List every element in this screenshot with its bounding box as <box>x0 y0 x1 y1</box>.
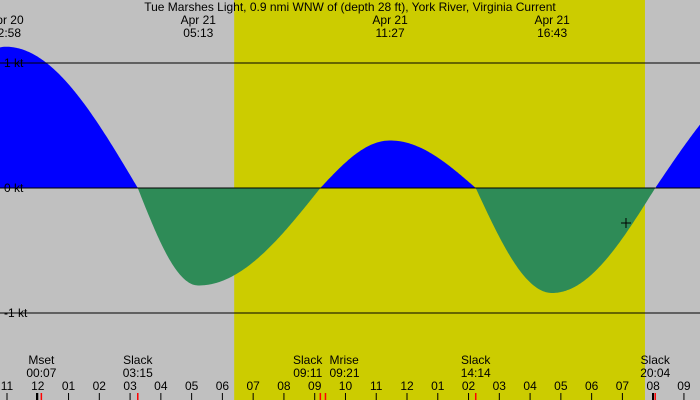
extreme-date: Apr 20 <box>0 13 24 27</box>
hour-label: 07 <box>246 379 260 393</box>
event-label: Mrise <box>329 353 359 367</box>
day-marker <box>652 393 654 400</box>
hour-label: 08 <box>646 379 660 393</box>
y-tick-label: 0 kt <box>4 181 24 195</box>
event-label: Slack <box>123 353 153 367</box>
crosshair-cursor <box>620 218 631 228</box>
ebb-area <box>476 188 656 293</box>
flood-area <box>321 140 476 188</box>
hour-label: 06 <box>585 379 599 393</box>
hour-label: 09 <box>308 379 322 393</box>
hour-label: 12 <box>31 379 45 393</box>
event-time: 09:11 <box>293 366 322 380</box>
hour-label: 02 <box>462 379 476 393</box>
hour-label: 09 <box>677 379 691 393</box>
extreme-date: Apr 21 <box>372 13 408 27</box>
event-label: Slack <box>461 353 491 367</box>
hour-label: 01 <box>62 379 76 393</box>
y-tick-label: -1 kt <box>4 306 28 320</box>
extreme-time: 05:13 <box>183 26 213 40</box>
hour-label: 06 <box>216 379 230 393</box>
hour-label: 11 <box>370 379 383 393</box>
flood-area <box>0 46 138 188</box>
y-tick-label: 1 kt <box>4 56 24 70</box>
hour-label: 12 <box>400 379 414 393</box>
event-time: 14:14 <box>461 366 491 380</box>
hour-label: 03 <box>493 379 507 393</box>
event-time: 00:07 <box>26 366 56 380</box>
extreme-date: Apr 21 <box>181 13 217 27</box>
hour-label: 11 <box>1 379 14 393</box>
hour-label: 03 <box>123 379 137 393</box>
event-label: Mset <box>28 353 55 367</box>
event-time: 03:15 <box>123 366 153 380</box>
hour-label: 04 <box>523 379 537 393</box>
extreme-date: Apr 21 <box>534 13 570 27</box>
event-time: 09:21 <box>329 366 359 380</box>
flood-area <box>656 124 700 188</box>
hour-label: 04 <box>154 379 168 393</box>
hour-label: 10 <box>339 379 353 393</box>
hour-label: 05 <box>185 379 199 393</box>
extreme-time: 11:27 <box>376 26 405 40</box>
chart-title: Tue Marshes Light, 0.9 nmi WNW of (depth… <box>144 0 556 14</box>
event-label: Slack <box>293 353 323 367</box>
ebb-area <box>138 188 321 286</box>
hour-label: 01 <box>431 379 445 393</box>
extreme-time: 22:58 <box>0 26 21 40</box>
event-label: Slack <box>641 353 671 367</box>
hour-label: 05 <box>554 379 568 393</box>
hour-label: 02 <box>93 379 107 393</box>
day-marker <box>36 393 38 400</box>
event-time: 20:04 <box>640 366 670 380</box>
hour-label: 07 <box>616 379 630 393</box>
hour-label: 08 <box>277 379 291 393</box>
extreme-time: 16:43 <box>537 26 567 40</box>
